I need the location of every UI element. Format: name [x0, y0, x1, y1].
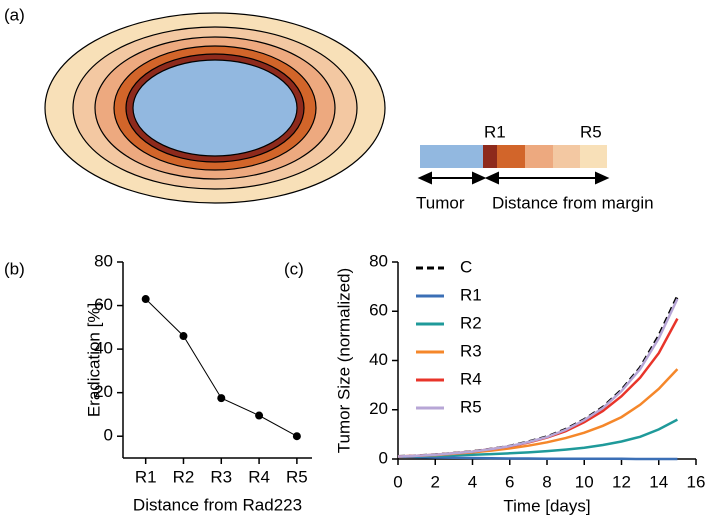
panel-label: (b) [4, 259, 25, 278]
x-tick-label: 4 [468, 472, 477, 491]
data-point [255, 411, 264, 420]
tumor-label: Tumor [416, 193, 465, 212]
bar-segment [525, 145, 553, 168]
y-tick-label: 40 [94, 339, 113, 358]
y-tick-label: 0 [379, 448, 388, 467]
legend-label: R5 [460, 397, 482, 416]
x-tick-label: 16 [687, 472, 706, 491]
x-tick-label: R2 [173, 467, 195, 486]
data-point [141, 295, 150, 304]
panel-a: (a) R1 R5 Tumor Distance from margin [4, 5, 654, 212]
x-tick-label: R5 [286, 467, 308, 486]
tumor [132, 59, 298, 157]
arrows [417, 171, 610, 185]
x-axis-label: Distance from Rad223 [133, 495, 302, 514]
bar-segment [483, 145, 497, 168]
x-tick-label: 12 [612, 472, 631, 491]
x-tick-label: R4 [248, 467, 270, 486]
x-tick-label: 8 [542, 472, 551, 491]
y-tick-label: 60 [94, 295, 113, 314]
x-axis-label: Time [days] [503, 496, 590, 515]
bar-label: R1 [484, 122, 506, 141]
data-line [397, 298, 679, 458]
data-line [397, 418, 678, 458]
data-point [292, 432, 301, 441]
panel-label: (c) [284, 259, 304, 278]
margin-label: Distance from margin [492, 193, 654, 212]
bar-segment [553, 145, 580, 168]
y-tick-label: 80 [369, 251, 388, 270]
bar-segment [420, 145, 483, 168]
y-tick-label: 20 [94, 382, 113, 401]
data-line [397, 455, 678, 461]
y-tick-label: 80 [94, 251, 113, 270]
data-line [145, 298, 298, 437]
y-axis-label: Eradication [%] [84, 303, 103, 417]
y-tick-label: 60 [369, 301, 388, 320]
x-tick-label: R1 [135, 467, 157, 486]
legend-label: R4 [460, 369, 482, 388]
x-tick-label: 6 [505, 472, 514, 491]
legend-label: R3 [460, 341, 482, 360]
data-line [397, 295, 679, 458]
data-point [217, 394, 226, 403]
y-tick-label: 20 [369, 399, 388, 418]
bar-segment [497, 145, 525, 168]
legend-label: R1 [460, 285, 482, 304]
legend-label: R2 [460, 313, 482, 332]
data-point [179, 332, 188, 341]
panel-label: (a) [4, 5, 25, 24]
x-tick-label: 2 [431, 472, 440, 491]
bar-segment [580, 145, 607, 168]
x-tick-label: 10 [575, 472, 594, 491]
x-tick-label: 0 [393, 472, 402, 491]
y-tick-label: 40 [369, 350, 388, 369]
legend-label: C [460, 257, 472, 276]
x-tick-label: R3 [210, 467, 232, 486]
data-line [397, 318, 679, 458]
bar-label: R5 [580, 122, 602, 141]
y-tick-label: 0 [104, 426, 113, 445]
y-axis-label: Tumor Size (normalized) [334, 268, 353, 453]
x-tick-label: 14 [649, 472, 668, 491]
